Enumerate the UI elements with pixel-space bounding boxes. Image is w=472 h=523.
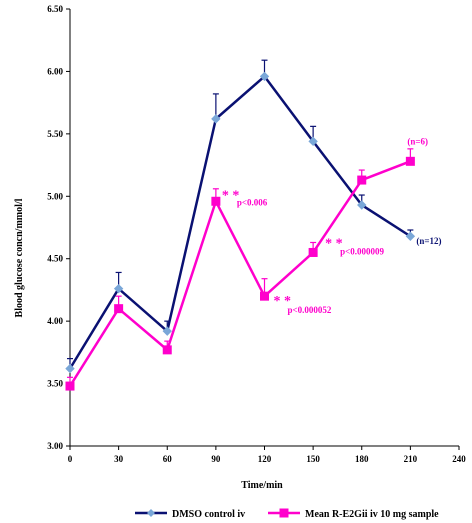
data-point	[259, 71, 270, 82]
y-tick-label-0: 3.00	[47, 441, 63, 451]
data-point	[211, 196, 221, 206]
annotation-stars_90: * *	[222, 188, 240, 203]
x-tick-label-4: 120	[258, 454, 272, 464]
series-1	[65, 148, 415, 391]
data-point	[65, 363, 75, 374]
y-tick-label-4: 5.00	[47, 191, 63, 201]
y-tick-label-7: 6.50	[47, 4, 63, 14]
annotation-n_pink: (n=6)	[407, 136, 428, 146]
chart-legend: DMSO control iv Mean R-E2Gii iv 10 mg sam…	[135, 508, 439, 520]
x-tick-label-2: 60	[163, 454, 173, 464]
series-0	[65, 59, 416, 374]
x-tick-label-5: 150	[306, 454, 320, 464]
data-point	[162, 345, 172, 355]
data-point	[308, 247, 318, 257]
legend-label-0: DMSO control iv	[172, 509, 245, 520]
data-point	[65, 381, 75, 391]
data-point	[113, 283, 124, 294]
x-tick-label-3: 90	[211, 454, 221, 464]
annotation-p_90: p<0.006	[237, 197, 268, 207]
x-tick-label-8: 240	[452, 454, 466, 464]
data-point	[260, 291, 269, 301]
y-tick-label-6: 6.00	[47, 66, 63, 76]
series-line-0	[68, 75, 412, 370]
annotation-p_120: p<0.000052	[288, 305, 332, 315]
y-tick-label-5: 5.50	[47, 129, 63, 139]
annotation-p_150: p<0.000009	[340, 246, 384, 256]
data-point	[357, 200, 367, 210]
series-line-1	[68, 160, 411, 387]
data-point	[405, 231, 416, 241]
x-tick-label-6: 180	[355, 454, 369, 464]
data-point	[211, 114, 221, 124]
data-point	[162, 326, 172, 336]
y-tick-label-1: 3.50	[47, 379, 63, 389]
annotation-stars_150: * *	[325, 236, 343, 251]
x-tick-label-1: 30	[114, 454, 124, 464]
y-tick-label-3: 4.50	[47, 254, 63, 264]
x-tick-label-7: 210	[404, 454, 418, 464]
y-tick-label-2: 4.00	[47, 316, 63, 326]
annotation-n_blue: (n=12)	[416, 236, 441, 246]
chart-annotations: * *p<0.006* *p<0.000052* *p<0.000009(n=6…	[222, 136, 442, 315]
legend-marker-0	[147, 509, 155, 517]
legend-label-1: Mean R-E2Gii iv 10 mg sample	[305, 509, 439, 520]
legend-marker-1	[279, 508, 289, 518]
annotation-stars_120: * *	[274, 294, 292, 309]
data-point	[114, 304, 124, 314]
data-point	[357, 175, 367, 185]
data-point	[308, 136, 318, 147]
x-tick-label-0: 0	[68, 454, 73, 464]
chart-series-layer	[65, 59, 416, 391]
data-point	[405, 156, 415, 166]
x-axis-title: Time/min	[241, 480, 283, 491]
chart-axes: 3.00 3.50 4.00 4.50 5.00 5.50 6.00 6.50 0 30 60 90 1…	[47, 4, 466, 464]
y-axis-title: Blood glucose concn/mmol/l	[14, 198, 25, 317]
